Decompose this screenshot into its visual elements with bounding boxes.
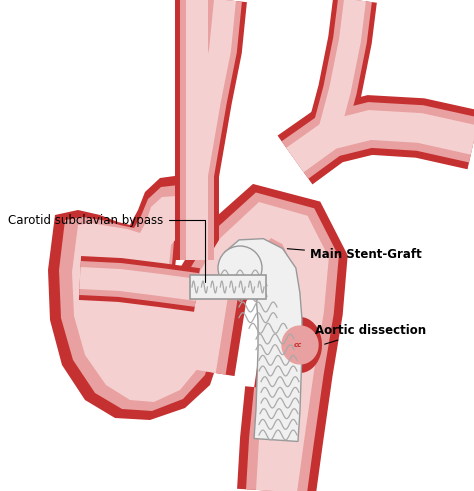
Polygon shape — [159, 184, 348, 491]
Polygon shape — [72, 196, 205, 402]
Polygon shape — [278, 317, 322, 373]
Polygon shape — [79, 256, 200, 312]
Polygon shape — [278, 95, 474, 185]
Polygon shape — [246, 387, 312, 491]
Text: cc: cc — [294, 342, 302, 348]
Polygon shape — [80, 267, 199, 301]
Circle shape — [218, 246, 262, 290]
Polygon shape — [186, 0, 208, 260]
Polygon shape — [307, 0, 377, 140]
Polygon shape — [311, 0, 372, 139]
Polygon shape — [175, 0, 219, 260]
Polygon shape — [180, 0, 242, 178]
Text: Carotid subclavian bypass: Carotid subclavian bypass — [8, 214, 205, 282]
Polygon shape — [237, 386, 321, 491]
Polygon shape — [79, 261, 199, 307]
Text: Main Stent-Graft: Main Stent-Graft — [287, 248, 422, 262]
Polygon shape — [59, 185, 213, 411]
Polygon shape — [186, 0, 236, 177]
Polygon shape — [178, 202, 329, 491]
Text: Aortic dissection: Aortic dissection — [315, 324, 426, 344]
Polygon shape — [48, 175, 220, 420]
Polygon shape — [286, 110, 474, 172]
Polygon shape — [180, 0, 214, 260]
Polygon shape — [175, 0, 247, 179]
Polygon shape — [282, 326, 319, 365]
Polygon shape — [256, 388, 302, 491]
Polygon shape — [168, 192, 339, 491]
Polygon shape — [318, 0, 366, 138]
Bar — [190, 275, 266, 299]
Polygon shape — [225, 239, 302, 441]
Polygon shape — [282, 102, 474, 179]
